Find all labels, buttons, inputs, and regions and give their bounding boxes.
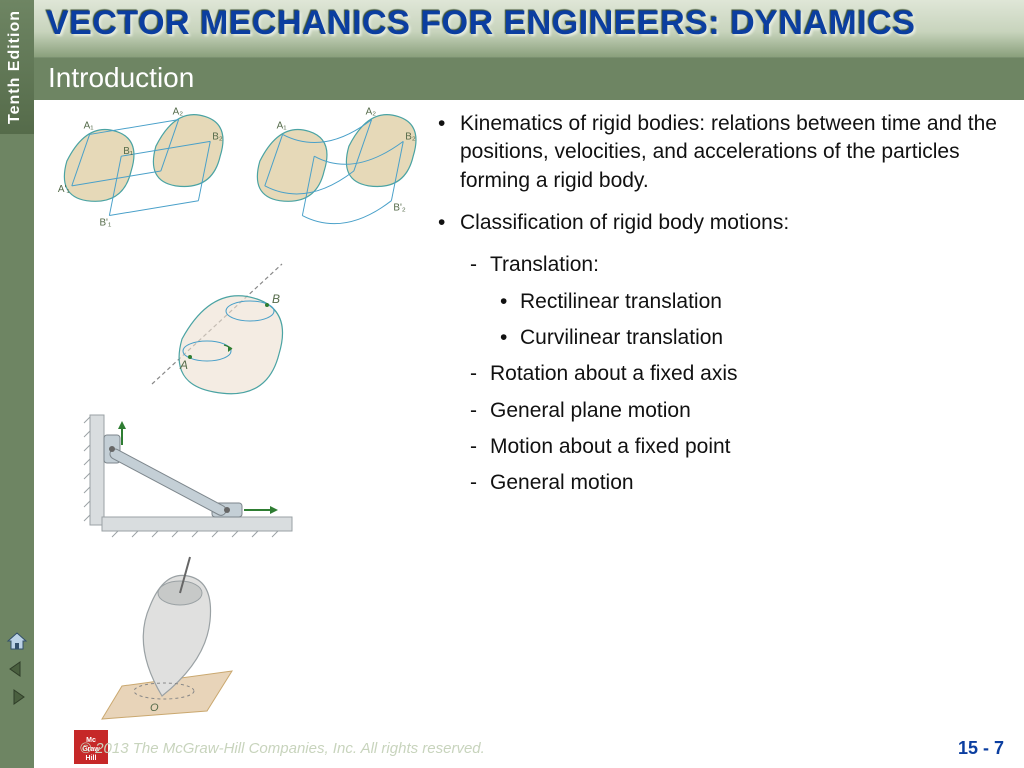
nav-icons	[0, 630, 34, 768]
content-area: A₁ A₂ B₁ B₂ A'₁ B'₁	[34, 100, 1024, 728]
bullet-curvilinear: Curvilinear translation	[434, 324, 1004, 352]
edition-badge: Tenth Edition	[0, 0, 34, 134]
svg-text:B₂: B₂	[405, 131, 416, 142]
footer: © 2013 The McGraw-Hill Companies, Inc. A…	[34, 728, 1024, 768]
next-icon[interactable]	[6, 686, 28, 708]
label-A2: A₂	[173, 107, 184, 118]
figure-rectilinear-translation: A₁ A₂ B₁ B₂ A'₁ B'₁	[52, 106, 235, 241]
left-rail: Tenth Edition	[0, 0, 34, 768]
section-heading: Introduction	[34, 58, 1024, 100]
svg-text:A: A	[179, 358, 188, 372]
figure-spinning-top: O	[92, 551, 262, 721]
main-slide: VECTOR MECHANICS FOR ENGINEERS: DYNAMICS…	[34, 0, 1024, 768]
figure-column: A₁ A₂ B₁ B₂ A'₁ B'₁	[34, 100, 434, 728]
svg-text:O: O	[150, 702, 159, 714]
bullet-kinematics: Kinematics of rigid bodies: relations be…	[434, 110, 1004, 195]
title-bar: VECTOR MECHANICS FOR ENGINEERS: DYNAMICS	[34, 0, 1024, 58]
label-B2: B₂	[212, 131, 223, 142]
bullet-rotation-axis: Rotation about a fixed axis	[434, 360, 1004, 388]
svg-text:A₂: A₂	[366, 107, 377, 118]
figure-curvilinear-translation: A₁ A₂ B₂ B'₂	[245, 106, 428, 241]
figure-rotation-fixed-axis: A B	[112, 249, 332, 399]
book-title: VECTOR MECHANICS FOR ENGINEERS: DYNAMICS	[46, 4, 1012, 43]
text-column: Kinematics of rigid bodies: relations be…	[434, 100, 1024, 728]
svg-text:A'₁: A'₁	[58, 184, 70, 195]
prev-icon[interactable]	[6, 658, 28, 680]
label-Bp1: B'₁	[99, 217, 111, 228]
svg-text:B: B	[272, 292, 280, 306]
bullet-general-motion: General motion	[434, 469, 1004, 497]
bullet-rectilinear: Rectilinear translation	[434, 288, 1004, 316]
bullet-general-plane: General plane motion	[434, 397, 1004, 425]
bullet-classification: Classification of rigid body motions:	[434, 209, 1004, 237]
svg-text:A₁: A₁	[277, 120, 288, 131]
copyright-text: © 2013 The McGraw-Hill Companies, Inc. A…	[80, 740, 485, 757]
home-icon[interactable]	[6, 630, 28, 652]
bullet-translation: Translation:	[434, 251, 1004, 279]
label-B1: B₁	[123, 146, 134, 157]
bullet-fixed-point: Motion about a fixed point	[434, 433, 1004, 461]
label-A1: A₁	[84, 120, 95, 131]
page-number: 15 - 7	[958, 738, 1004, 759]
figure-plane-motion	[82, 407, 312, 547]
svg-text:B'₂: B'₂	[393, 203, 405, 214]
